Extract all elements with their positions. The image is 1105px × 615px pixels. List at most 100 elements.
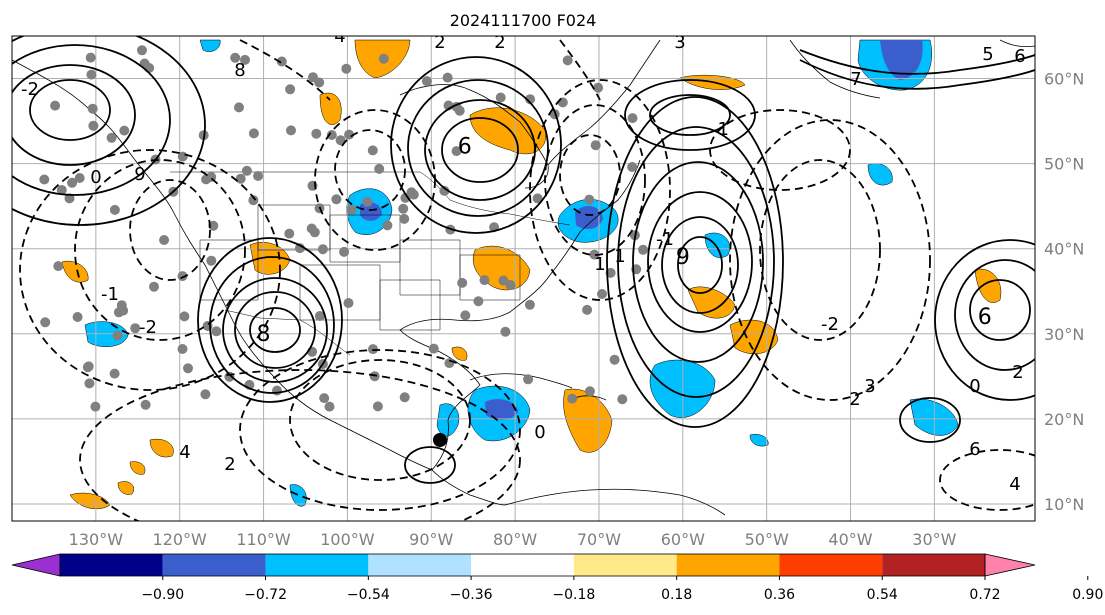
contour-dashed-north-2 [559,39,601,101]
significance-dot [532,193,543,204]
significance-dot [398,203,409,214]
contour-north-atl-ridge-2 [799,59,1035,90]
longitude-label: 120°W [153,530,208,549]
high-center-label: 6 [458,135,472,160]
significance-dot [399,392,410,403]
significance-dot [473,296,484,307]
shade-blue-small-d [199,39,221,52]
shade-orange-far-east [974,268,1002,303]
high-center-label: 6 [978,305,992,330]
significance-dot [367,145,378,156]
contour-label: 3 [864,376,875,397]
contour-high-nw-1 [29,79,111,141]
shade-orange-small [129,461,146,475]
significance-dot [248,195,259,206]
dashed-contours [19,39,1035,521]
significance-dot [454,105,465,116]
high-centers: 8 9 6 6 [257,135,992,347]
significance-dot [206,255,217,266]
significance-dot [90,401,101,412]
contour-label: -2 [139,317,157,338]
colorbar: −0.90 −0.72 −0.54 −0.36 −0.18 0.18 0.36 0.54 0.7… [11,553,1103,603]
significance-dot [211,326,222,337]
colorbar-tick-label: −0.54 [347,587,390,603]
significance-dot [627,113,638,124]
significance-dot [498,275,509,286]
significance-dot [106,132,117,143]
significance-dot [593,82,604,93]
significance-dot [319,393,330,404]
significance-dot [241,165,252,176]
contour-label: 2 [1012,362,1023,383]
longitude-label: 70°W [577,530,621,549]
significance-dot [362,196,373,207]
colorbar-tick-label: 0.36 [764,587,795,603]
latitude-label: 60°N [1044,70,1084,89]
significance-dot [442,72,453,83]
longitude-label: 50°W [745,530,789,549]
significance-dot [119,125,130,136]
shade-orange-pacific-c [69,492,111,510]
contour-label: 3 [674,32,685,53]
significance-dot [248,128,259,139]
contour-high-sw-2 [234,291,316,369]
significance-dot [335,135,346,146]
significance-dot [177,344,188,354]
contour-label: 8 [234,60,245,81]
shade-orange-rockies [319,92,342,125]
significance-dot [324,401,335,412]
contour-label: -1 [656,229,674,250]
significance-dot [130,323,141,334]
significance-dot [253,171,264,181]
significance-dot [294,243,305,254]
significance-dot [230,52,241,63]
latitude-label: 10°N [1044,495,1084,514]
significance-dot [140,399,151,410]
contour-label: 1 [614,246,625,267]
contour-high-sw-1 [249,307,301,353]
shade-darkblue-great-lakes [360,201,382,221]
contour-high-caribbean [404,446,456,484]
significance-dot [627,162,638,172]
contour-label: 2 [434,32,445,53]
significance-dot [183,363,193,374]
contour-high-east-2 [954,259,1035,371]
significance-dot [284,228,295,239]
contour-high-sw-4 [209,256,335,394]
political-borders [170,171,571,356]
contour-low-south-1 [289,359,471,481]
significance-dot [109,204,120,215]
coastline-south-america [504,488,726,516]
longitude-label: 100°W [320,530,375,549]
contour-high-nw-3 [12,44,171,196]
contour-low-east-1 [559,134,621,216]
significance-dot [372,401,383,412]
map-frame [11,35,1036,522]
contour-dashed-north [239,39,331,101]
significance-dot [368,344,378,355]
significance-dot [311,128,322,139]
contour-low-west-2 [74,159,246,341]
shade-orange-pacific-b [149,438,174,458]
significance-dot [87,103,98,114]
significance-dot [339,246,350,257]
significance-dot [286,125,296,136]
contour-high-atl-2 [661,216,739,314]
significance-dot [326,130,337,140]
contour-low-midatl-2 [729,119,931,401]
significance-dot [82,362,93,373]
contour-label: 2 [224,454,235,475]
shade-orange-atl-east [729,319,779,355]
colorbar-tick-label: −0.36 [450,587,493,603]
significance-dot [116,300,127,311]
colorbar-segment [573,554,677,576]
significance-dot [557,97,568,108]
significance-dot [344,129,355,140]
colorbar-segment [265,554,369,576]
contour-low-south-3 [79,369,521,521]
high-center-label: 9 [676,245,690,270]
contour-low-midatl-1 [759,159,881,341]
longitude-label: 110°W [236,530,291,549]
significance-dot [374,163,385,174]
